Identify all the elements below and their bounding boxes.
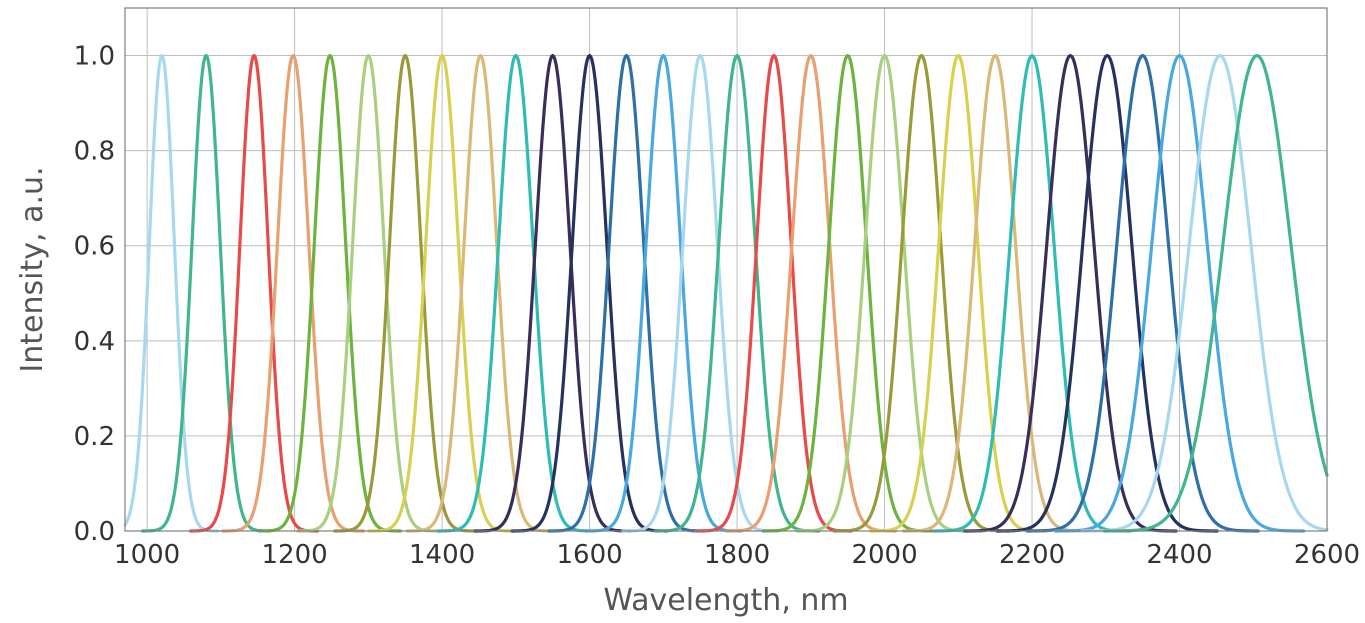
series-line-21 [832, 53, 1011, 533]
x-tick-label: 1600 [556, 540, 622, 570]
series-line-14 [584, 53, 743, 533]
series-line-4 [221, 53, 366, 533]
y-axis-label: Intensity, a.u. [15, 166, 50, 372]
y-tick-label: 0.8 [74, 137, 115, 167]
x-tick-label: 1400 [409, 540, 475, 570]
y-tick-label: 0.0 [74, 517, 115, 547]
x-tick-label: 2600 [1294, 540, 1360, 570]
x-tick-label: 1000 [114, 540, 180, 570]
x-tick-label: 2400 [1146, 540, 1212, 570]
x-axis-label: Wavelength, nm [603, 583, 848, 618]
series-line-11 [473, 53, 632, 533]
series-line-20 [795, 53, 974, 533]
series-line-9 [405, 53, 556, 533]
series-line-23 [901, 53, 1089, 533]
x-tick-label: 1800 [704, 540, 770, 570]
x-tick-labels: 1000 1200 1400 1600 1800 2000 2200 2400 2600 [114, 540, 1360, 570]
x-tick-label: 2000 [851, 540, 917, 570]
series-line-12 [510, 53, 669, 533]
plot-frame [124, 7, 1328, 532]
grid [125, 8, 1327, 531]
series-group [123, 53, 1329, 533]
series-line-5 [257, 53, 403, 533]
series-line-27 [1025, 53, 1260, 533]
x-tick-label: 1200 [262, 540, 328, 570]
x-tick-label: 2200 [999, 540, 1065, 570]
y-tick-label: 0.2 [74, 422, 115, 452]
series-line-29 [1080, 53, 1329, 533]
y-tick-labels: 0.0 0.2 0.4 0.6 0.8 1.0 [74, 42, 115, 547]
series-line-25 [963, 53, 1178, 533]
y-tick-label: 0.6 [74, 232, 115, 262]
y-tick-label: 0.4 [74, 327, 115, 357]
series-line-2 [141, 53, 272, 533]
series-line-3 [189, 53, 320, 533]
series-line-18 [724, 53, 897, 533]
series-line-10 [436, 53, 595, 533]
series-line-30 [1103, 53, 1329, 533]
series-line-7 [333, 53, 478, 533]
series-line-6 [296, 53, 441, 533]
series-line-13 [547, 53, 706, 533]
series-line-19 [761, 53, 934, 533]
series-line-28 [1053, 53, 1306, 533]
series-line-1 [123, 54, 220, 533]
series-line-22 [869, 53, 1048, 533]
series-line-8 [367, 53, 517, 533]
y-tick-label: 1.0 [74, 42, 115, 72]
series-line-26 [995, 53, 1219, 533]
